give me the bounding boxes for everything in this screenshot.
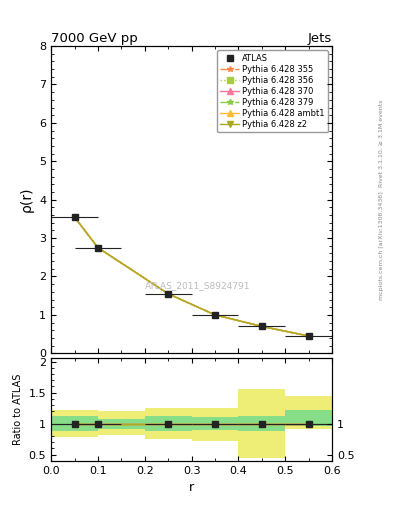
Text: mcplots.cern.ch [arXiv:1306.3436]: mcplots.cern.ch [arXiv:1306.3436] xyxy=(379,191,384,300)
Bar xyxy=(285,410,332,426)
Bar xyxy=(145,408,192,439)
Bar xyxy=(239,416,285,431)
Y-axis label: Ratio to ATLAS: Ratio to ATLAS xyxy=(13,374,23,445)
Bar xyxy=(285,396,332,429)
Bar xyxy=(192,417,239,430)
Y-axis label: ρ(r): ρ(r) xyxy=(20,187,33,212)
Bar xyxy=(51,416,98,431)
Text: Jets: Jets xyxy=(308,32,332,45)
Text: 7000 GeV pp: 7000 GeV pp xyxy=(51,32,138,45)
Bar xyxy=(98,419,145,429)
Bar xyxy=(239,390,285,458)
Bar xyxy=(98,411,145,435)
Bar xyxy=(51,410,98,437)
Bar xyxy=(192,408,239,441)
Text: ATLAS_2011_S8924791: ATLAS_2011_S8924791 xyxy=(145,281,250,290)
Legend: ATLAS, Pythia 6.428 355, Pythia 6.428 356, Pythia 6.428 370, Pythia 6.428 379, P: ATLAS, Pythia 6.428 355, Pythia 6.428 35… xyxy=(217,50,328,133)
X-axis label: r: r xyxy=(189,481,194,494)
Bar xyxy=(145,416,192,431)
Text: Rivet 3.1.10, ≥ 3.1M events: Rivet 3.1.10, ≥ 3.1M events xyxy=(379,100,384,187)
